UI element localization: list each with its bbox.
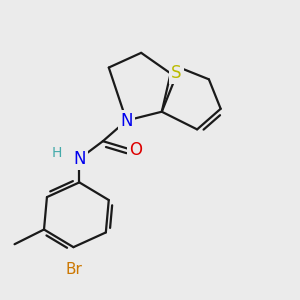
Text: Br: Br xyxy=(65,262,82,277)
Text: S: S xyxy=(171,64,182,82)
Text: N: N xyxy=(73,150,86,168)
Text: O: O xyxy=(129,141,142,159)
Text: H: H xyxy=(52,146,62,160)
Text: N: N xyxy=(120,112,133,130)
